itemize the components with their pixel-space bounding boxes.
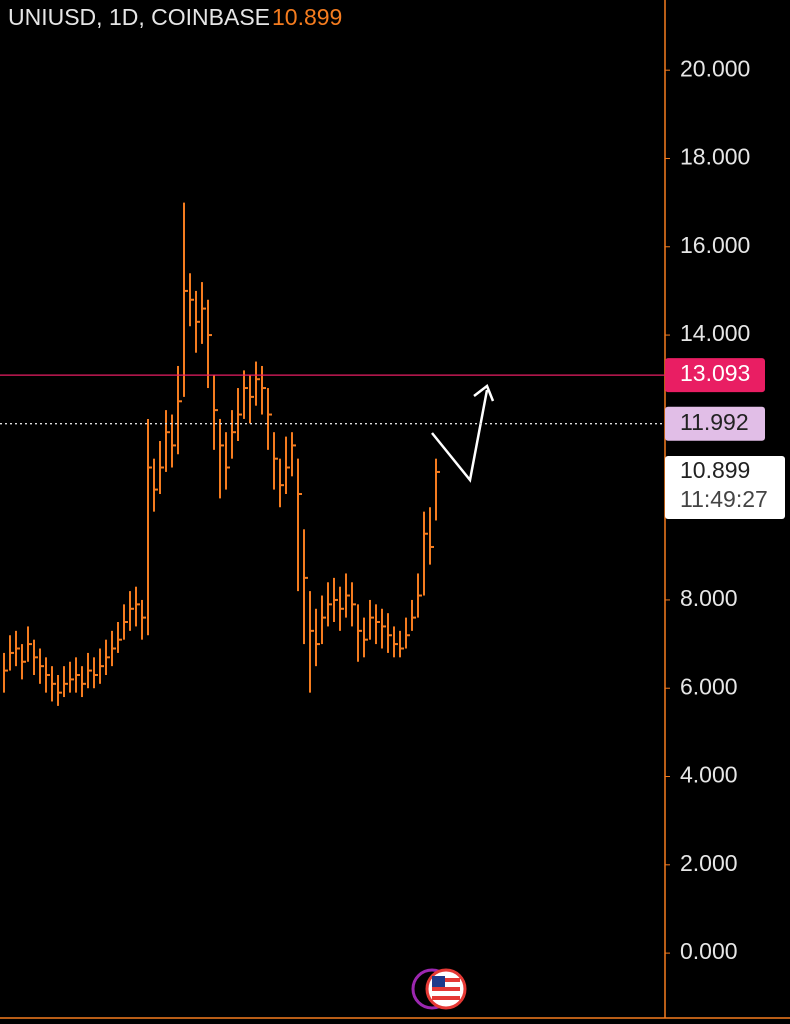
last-price-label: 10.899 [680, 457, 750, 483]
y-tick-label: 0.000 [680, 938, 738, 964]
y-tick-label: 6.000 [680, 673, 738, 699]
y-tick-label: 8.000 [680, 585, 738, 611]
arrow-drawing [431, 389, 489, 483]
last-price-box [665, 455, 785, 519]
y-tick-label: 14.000 [680, 320, 750, 346]
price-level-label: 13.093 [680, 360, 750, 386]
price-level-box [665, 406, 765, 441]
flag-icon [411, 968, 467, 1010]
price-level-label: 11.992 [680, 409, 749, 435]
y-tick-label: 20.000 [680, 55, 750, 81]
y-tick-label: 18.000 [680, 144, 750, 170]
bar-countdown: 11:49:27 [680, 486, 768, 512]
arrow-head [473, 384, 495, 402]
y-tick-label: 2.000 [680, 850, 738, 876]
price-level-box [665, 358, 765, 393]
chart-title: UNIUSD, 1D, COINBASE [8, 4, 270, 30]
last-price: 10.899 [272, 4, 342, 30]
y-tick-label: 16.000 [680, 232, 750, 258]
y-tick-label: 4.000 [680, 762, 738, 788]
